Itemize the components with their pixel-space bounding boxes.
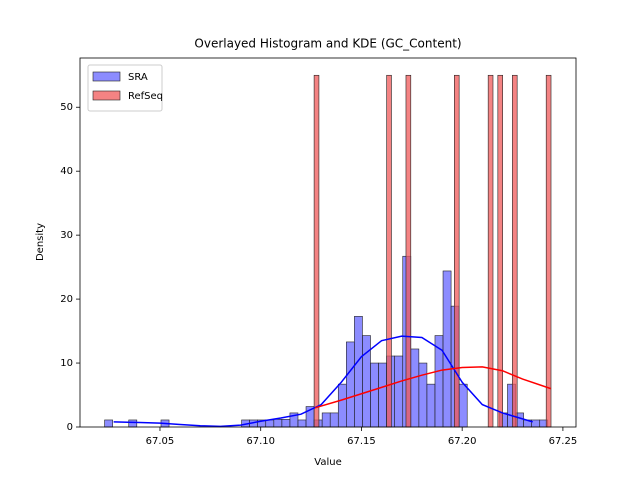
y-tick-label: 30	[60, 230, 73, 241]
legend-swatch	[92, 90, 121, 101]
y-tick-label: 0	[67, 422, 73, 433]
legend-swatch	[92, 71, 121, 82]
bar	[281, 419, 291, 428]
bar	[497, 74, 503, 428]
bar	[370, 362, 379, 428]
x-axis-label: Value	[314, 457, 341, 468]
bar	[487, 74, 494, 428]
bar	[265, 419, 275, 428]
bar	[405, 74, 412, 428]
bar	[128, 419, 138, 428]
bar	[458, 383, 468, 428]
bar	[321, 412, 331, 428]
axes-frame	[79, 57, 577, 428]
y-axis-label: Density	[35, 223, 46, 261]
bar	[104, 419, 113, 428]
bar	[337, 383, 347, 428]
bar	[531, 419, 541, 428]
bar	[297, 419, 307, 428]
x-tick-label: 67.20	[448, 436, 477, 447]
bar	[442, 270, 452, 428]
legend: SRA RefSeq	[87, 64, 163, 112]
bar	[394, 355, 404, 428]
y-tick-label: 10	[60, 358, 73, 369]
y-tick-label: 20	[60, 294, 73, 305]
bar	[354, 316, 363, 428]
x-tick-label: 67.15	[347, 436, 376, 447]
x-tick-label: 67.25	[549, 436, 578, 447]
kde-line	[113, 335, 533, 428]
chart-title: Overlayed Histogram and KDE (GC_Content)	[194, 37, 461, 51]
bar	[410, 348, 420, 428]
y-tick-label: 40	[60, 166, 73, 177]
y-tick-label: 50	[60, 102, 73, 113]
legend-label: RefSeq	[128, 91, 163, 102]
bar	[418, 362, 428, 428]
bar	[273, 419, 283, 428]
bar	[545, 74, 552, 428]
bar	[386, 74, 392, 428]
x-tick-label: 67.05	[146, 436, 175, 447]
bar	[329, 412, 339, 428]
x-tick-label: 67.10	[246, 436, 275, 447]
bar	[362, 335, 371, 428]
legend-label: SRA	[128, 72, 148, 83]
bar	[512, 74, 518, 428]
bar	[346, 341, 355, 428]
bar	[313, 74, 320, 428]
bar	[378, 362, 387, 428]
kde-line	[314, 366, 552, 409]
bar	[426, 383, 436, 428]
